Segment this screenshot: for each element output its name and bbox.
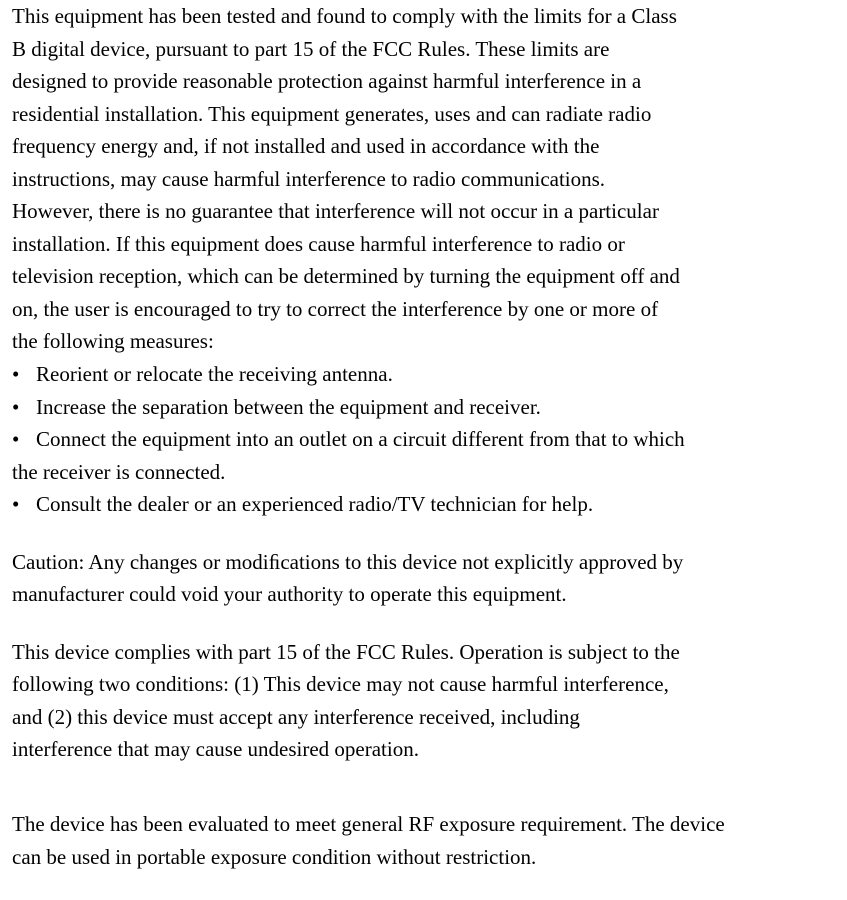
compliance-line: and (2) this device must accept any inte…	[12, 701, 847, 734]
intro-line: However, there is no guarantee that inte…	[12, 195, 847, 228]
intro-paragraph: This equipment has been tested and found…	[12, 0, 847, 358]
spacer	[12, 766, 847, 808]
rf-line: can be used in portable exposure conditi…	[12, 841, 847, 874]
bullet-icon: •	[12, 358, 36, 391]
intro-line: instructions, may cause harmful interfer…	[12, 163, 847, 196]
compliance-paragraph: This device complies with part 15 of the…	[12, 636, 847, 766]
list-item: • Connect the equipment into an outlet o…	[12, 423, 847, 456]
spacer	[12, 521, 847, 546]
rf-paragraph: The device has been evaluated to meet ge…	[12, 808, 847, 873]
caution-line: Caution: Any changes or modiﬁcations to …	[12, 546, 847, 579]
intro-line: residential installation. This equipment…	[12, 98, 847, 131]
compliance-line: interference that may cause undesired op…	[12, 733, 847, 766]
intro-line: on, the user is encouraged to try to cor…	[12, 293, 847, 326]
list-item-text: Connect the equipment into an outlet on …	[36, 423, 847, 456]
bullet-icon: •	[12, 488, 36, 521]
intro-line: frequency energy and, if not installed a…	[12, 130, 847, 163]
caution-line: manufacturer could void your authority t…	[12, 578, 847, 611]
spacer	[12, 611, 847, 636]
list-item-text: Reorient or relocate the receiving anten…	[36, 358, 847, 391]
intro-line: television reception, which can be deter…	[12, 260, 847, 293]
compliance-line: This device complies with part 15 of the…	[12, 636, 847, 669]
intro-line: designed to provide reasonable protectio…	[12, 65, 847, 98]
list-item-text: Consult the dealer or an experienced rad…	[36, 488, 847, 521]
list-item: • Increase the separation between the eq…	[12, 391, 847, 424]
bullet-icon: •	[12, 391, 36, 424]
intro-line: B digital device, pursuant to part 15 of…	[12, 33, 847, 66]
compliance-line: following two conditions: (1) This devic…	[12, 668, 847, 701]
list-item-text: Increase the separation between the equi…	[36, 391, 847, 424]
bullet-icon: •	[12, 423, 36, 456]
caution-paragraph: Caution: Any changes or modiﬁcations to …	[12, 546, 847, 611]
list-item: • Consult the dealer or an experienced r…	[12, 488, 847, 521]
list-item-wrap: the receiver is connected.	[12, 456, 847, 489]
intro-line: installation. If this equipment does cau…	[12, 228, 847, 261]
intro-line: This equipment has been tested and found…	[12, 0, 847, 33]
intro-line: the following measures:	[12, 325, 847, 358]
rf-line: The device has been evaluated to meet ge…	[12, 808, 847, 841]
measures-list: • Reorient or relocate the receiving ant…	[12, 358, 847, 521]
list-item: • Reorient or relocate the receiving ant…	[12, 358, 847, 391]
